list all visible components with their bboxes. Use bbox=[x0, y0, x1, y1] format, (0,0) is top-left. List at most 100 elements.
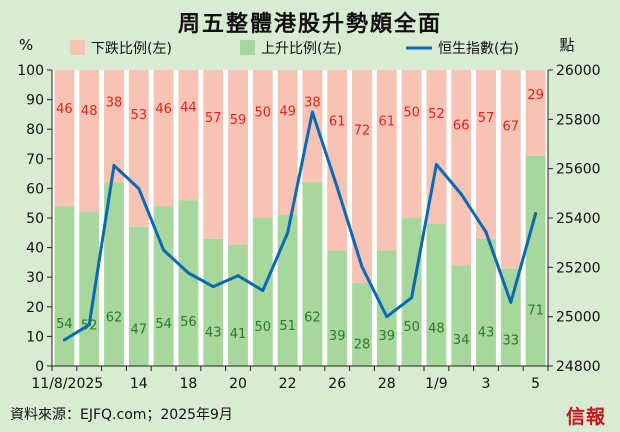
right-tick-label-25000: 25000 bbox=[556, 310, 601, 326]
down-label-3: 38 bbox=[106, 95, 123, 110]
x-tick-label-10: 5 bbox=[531, 376, 540, 392]
bar-up-16 bbox=[426, 223, 447, 366]
down-label-10: 49 bbox=[279, 105, 296, 120]
down-label-19: 67 bbox=[503, 120, 520, 135]
up-label-7: 43 bbox=[205, 326, 222, 341]
down-label-8: 59 bbox=[230, 113, 247, 128]
x-tick-label-9: 3 bbox=[482, 376, 491, 392]
bars bbox=[54, 70, 546, 366]
down-label-12: 61 bbox=[329, 115, 346, 130]
x-tick-label-1: 11/8/2025 bbox=[31, 376, 103, 392]
bar-down-3 bbox=[104, 70, 124, 183]
down-label-6: 44 bbox=[180, 100, 197, 115]
bar-up-3 bbox=[104, 182, 124, 366]
hsi-point-17 bbox=[459, 192, 463, 196]
bar-labels: 46 54 48 52 38 62 53 47 46 54 44 56 57 43 59 41 50 50 49 51… bbox=[56, 88, 544, 353]
hsi-point-20 bbox=[534, 212, 538, 216]
down-label-1: 46 bbox=[56, 102, 73, 117]
plot-area bbox=[52, 70, 548, 366]
down-label-9: 50 bbox=[255, 105, 272, 120]
bar-down-18 bbox=[476, 70, 496, 239]
publisher-logo: 信報 bbox=[566, 406, 607, 428]
up-label-15: 50 bbox=[403, 320, 420, 335]
legend-swatch-2 bbox=[240, 40, 255, 55]
legend-swatch-1 bbox=[70, 40, 85, 55]
up-label-6: 56 bbox=[180, 315, 197, 330]
left-tick-label-60: 60 bbox=[26, 181, 44, 197]
bar-up-5 bbox=[153, 206, 174, 366]
bar-up-11 bbox=[302, 182, 323, 366]
down-label-7: 57 bbox=[205, 111, 222, 126]
bar-down-19 bbox=[500, 70, 521, 269]
x-tick-label-5: 22 bbox=[279, 376, 297, 392]
left-tick-label-40: 40 bbox=[26, 241, 44, 257]
right-axis-unit: 點 bbox=[559, 36, 574, 54]
bar-down-7 bbox=[203, 70, 224, 239]
bar-down-15 bbox=[401, 70, 422, 218]
bar-up-12 bbox=[327, 250, 348, 366]
x-tick-label-4: 20 bbox=[229, 376, 247, 392]
left-tick-label-0: 0 bbox=[35, 359, 44, 375]
left-tick-label-10: 10 bbox=[26, 329, 44, 345]
down-label-20: 29 bbox=[527, 88, 544, 103]
hsi-point-10 bbox=[286, 231, 290, 235]
up-label-8: 41 bbox=[230, 327, 247, 342]
down-label-16: 52 bbox=[428, 107, 445, 122]
hsi-point-12 bbox=[335, 185, 339, 189]
bar-down-8 bbox=[228, 70, 248, 245]
hsi-point-9 bbox=[261, 289, 265, 293]
hsi-point-7 bbox=[211, 285, 215, 289]
up-label-9: 50 bbox=[255, 320, 272, 335]
left-axis-unit: % bbox=[19, 36, 33, 54]
left-tick-label-100: 100 bbox=[17, 63, 44, 79]
down-label-5: 46 bbox=[155, 102, 172, 117]
bar-up-1 bbox=[54, 206, 75, 366]
legend-label-1: 下跌比例(左) bbox=[91, 41, 172, 57]
bar-down-12 bbox=[327, 70, 348, 251]
up-label-16: 48 bbox=[428, 322, 445, 337]
bar-down-14 bbox=[376, 70, 397, 251]
down-label-13: 72 bbox=[354, 124, 371, 139]
hsi-point-14 bbox=[385, 315, 389, 319]
hsi-line bbox=[62, 110, 538, 342]
x-tick-label-6: 26 bbox=[328, 376, 346, 392]
down-label-15: 50 bbox=[403, 105, 420, 120]
hsi-point-8 bbox=[236, 274, 240, 278]
bar-up-17 bbox=[451, 265, 472, 366]
up-label-3: 62 bbox=[106, 310, 123, 325]
up-label-4: 47 bbox=[131, 322, 148, 337]
bar-up-13 bbox=[352, 283, 372, 366]
up-label-20: 71 bbox=[527, 303, 544, 318]
bar-up-10 bbox=[277, 215, 298, 366]
down-label-4: 53 bbox=[131, 108, 148, 123]
x-tick-label-2: 14 bbox=[130, 376, 148, 392]
bar-down-10 bbox=[277, 70, 298, 216]
hsi-point-2 bbox=[87, 323, 91, 327]
down-label-2: 48 bbox=[81, 104, 98, 119]
axes: 0 10 20 30 40 50 60 70 80 90 100 24800 25000 25200 254… bbox=[17, 63, 600, 392]
bar-down-13 bbox=[352, 70, 372, 284]
down-label-11: 38 bbox=[304, 95, 321, 110]
chart-title: 周五整體港股升勢頗全面 bbox=[177, 12, 442, 37]
up-label-13: 28 bbox=[354, 338, 371, 353]
bar-down-5 bbox=[153, 70, 174, 207]
hsi-point-13 bbox=[360, 265, 364, 269]
bar-down-4 bbox=[128, 70, 149, 227]
bar-up-4 bbox=[128, 226, 149, 366]
hsi-point-16 bbox=[434, 162, 438, 166]
hsi-point-11 bbox=[310, 110, 314, 114]
up-label-14: 39 bbox=[379, 329, 396, 344]
up-label-17: 34 bbox=[453, 333, 470, 348]
source-note: 資料來源：EJFQ.com；2025年9月 bbox=[10, 407, 233, 423]
bar-down-20 bbox=[525, 70, 546, 156]
up-label-19: 33 bbox=[503, 334, 520, 349]
bar-down-2 bbox=[79, 70, 100, 213]
hsi-point-6 bbox=[186, 271, 190, 275]
up-label-12: 39 bbox=[329, 329, 346, 344]
bar-down-17 bbox=[451, 70, 472, 266]
bar-down-9 bbox=[252, 70, 273, 218]
bar-down-1 bbox=[54, 70, 75, 207]
right-tick-label-24800: 24800 bbox=[556, 359, 601, 375]
left-tick-label-50: 50 bbox=[26, 211, 44, 227]
